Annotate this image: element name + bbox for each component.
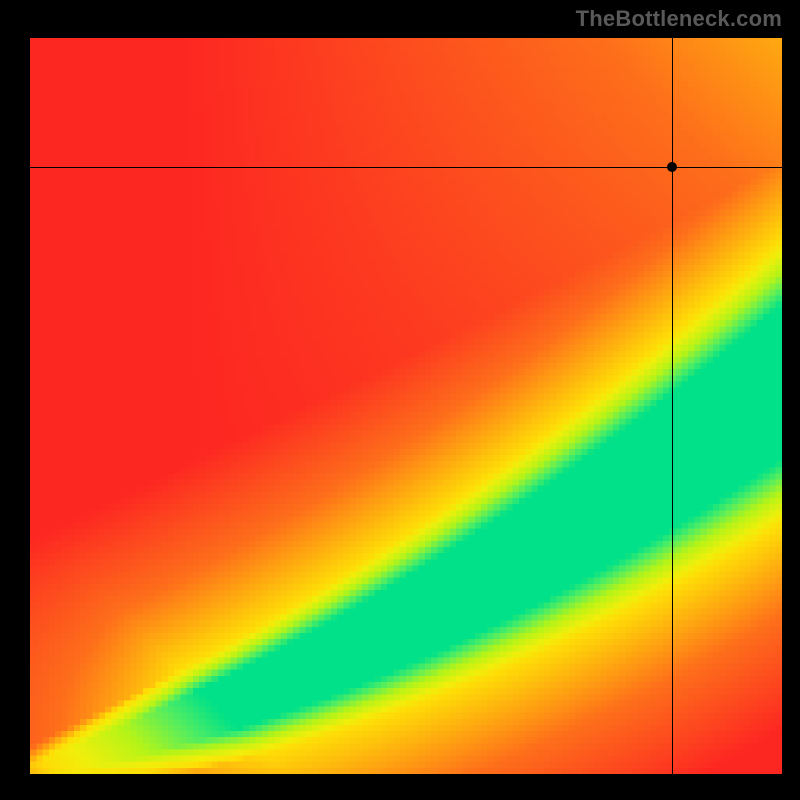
crosshair-marker: [667, 162, 677, 172]
figure-container: TheBottleneck.com: [0, 0, 800, 800]
heatmap-plot: [30, 38, 782, 774]
crosshair-vertical: [672, 38, 673, 774]
watermark-text: TheBottleneck.com: [576, 6, 782, 32]
heatmap-canvas: [30, 38, 782, 774]
